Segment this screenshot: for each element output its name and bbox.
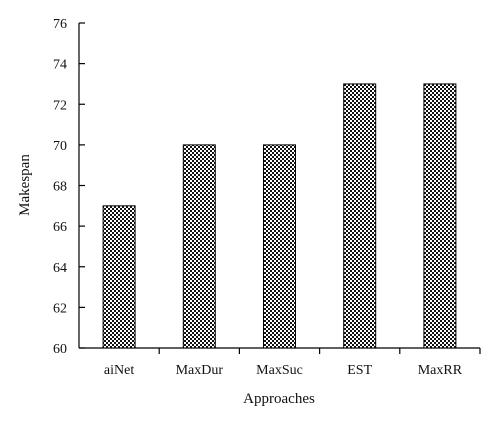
x-tick-label: aiNet	[104, 363, 134, 378]
bar-maxrr	[423, 83, 457, 349]
y-tick-label: 70	[53, 139, 67, 154]
x-tick-label: MaxDur	[176, 363, 224, 378]
bar-ainet	[102, 205, 136, 349]
y-tick-label: 72	[53, 98, 67, 113]
y-axis: 60 62 64 66 68 70 72 74 76	[53, 17, 85, 357]
bar-maxsuc	[263, 144, 296, 349]
x-tick-label: MaxSuc	[256, 363, 303, 378]
bar-maxdur	[182, 144, 216, 349]
y-tick-label: 66	[53, 220, 67, 235]
y-tick-label: 64	[53, 261, 67, 276]
x-axis-title: Approaches	[243, 391, 315, 407]
y-axis-title: Makespan	[17, 154, 33, 216]
x-tick-label: MaxRR	[418, 363, 463, 378]
y-tick-label: 68	[53, 180, 67, 195]
y-tick-label: 76	[53, 17, 67, 32]
bars	[102, 83, 457, 349]
y-tick-label: 74	[53, 58, 67, 73]
x-axis: aiNet MaxDur MaxSuc EST MaxRR	[79, 347, 481, 378]
x-tick-label: EST	[347, 363, 372, 378]
bar-est	[343, 83, 377, 349]
y-tick-label: 60	[53, 342, 67, 357]
y-tick-label: 62	[53, 301, 67, 316]
